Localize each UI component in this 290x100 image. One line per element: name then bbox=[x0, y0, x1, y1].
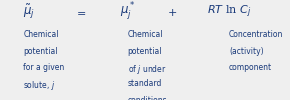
Text: for a given: for a given bbox=[23, 63, 64, 72]
Text: conditions: conditions bbox=[128, 96, 167, 100]
Text: Concentration: Concentration bbox=[229, 30, 284, 39]
Text: potential: potential bbox=[128, 46, 162, 56]
Text: of $j$ under: of $j$ under bbox=[128, 63, 166, 76]
Text: standard: standard bbox=[128, 80, 162, 88]
Text: $\tilde{\mu}_j$: $\tilde{\mu}_j$ bbox=[23, 3, 35, 21]
Text: $\mu_j^*$: $\mu_j^*$ bbox=[120, 1, 135, 23]
Text: component: component bbox=[229, 63, 272, 72]
Text: $+$: $+$ bbox=[167, 6, 178, 18]
Text: Chemical: Chemical bbox=[128, 30, 163, 39]
Text: solute, $j$: solute, $j$ bbox=[23, 80, 55, 92]
Text: $=$: $=$ bbox=[74, 7, 86, 17]
Text: potential: potential bbox=[23, 46, 58, 56]
Text: (activity): (activity) bbox=[229, 46, 264, 56]
Text: $RT$ ln $C_j$: $RT$ ln $C_j$ bbox=[207, 4, 251, 20]
Text: Chemical: Chemical bbox=[23, 30, 59, 39]
